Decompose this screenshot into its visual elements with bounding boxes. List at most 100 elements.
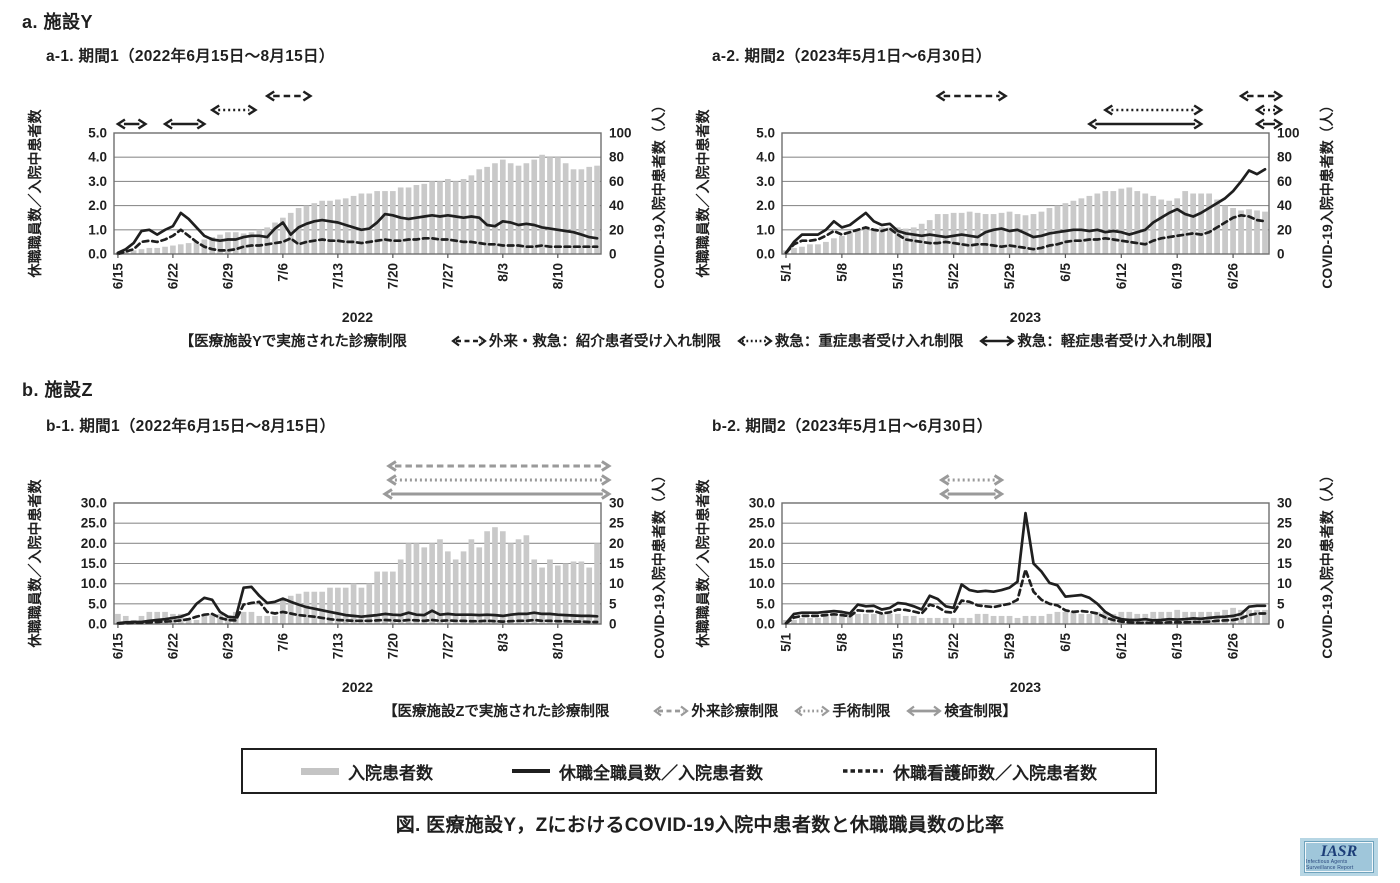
caption-y-item-severe: 救急：重症患者受け入れ制限 bbox=[736, 330, 963, 351]
year-label: 2022 bbox=[342, 309, 373, 325]
svg-text:20: 20 bbox=[1277, 222, 1292, 237]
restriction-arrow-dotted bbox=[386, 474, 612, 486]
svg-text:6/22: 6/22 bbox=[165, 263, 180, 289]
svg-text:100: 100 bbox=[609, 126, 632, 141]
svg-text:6/15: 6/15 bbox=[110, 263, 125, 290]
right-axis-title: COVID-19入院中患者数（人） bbox=[651, 98, 667, 289]
right-axis-title: COVID-19入院中患者数（人） bbox=[1319, 98, 1335, 289]
svg-text:6/12: 6/12 bbox=[1114, 633, 1129, 659]
svg-text:5.0: 5.0 bbox=[88, 126, 107, 141]
svg-text:8/10: 8/10 bbox=[550, 633, 565, 659]
svg-text:8/10: 8/10 bbox=[550, 263, 565, 289]
left-axis-title: 休職職員数／入院中患者数 bbox=[695, 479, 711, 649]
caption-label: 検査制限 bbox=[944, 704, 1003, 720]
caption-y-item-mild: 救急：軽症患者受け入れ制限 bbox=[979, 330, 1206, 351]
dotted-double-arrow-icon bbox=[736, 335, 773, 346]
svg-text:20: 20 bbox=[609, 536, 624, 551]
svg-text:7/6: 7/6 bbox=[275, 633, 290, 652]
facility-z-restrictions-caption: 【医療施設Zで実施された診療制限 外来診療制限 手術制限 検査制限 bbox=[0, 700, 1400, 721]
svg-text:6/15: 6/15 bbox=[110, 633, 125, 660]
svg-text:100: 100 bbox=[1277, 126, 1300, 141]
solid-double-arrow-icon bbox=[979, 335, 1016, 346]
svg-text:8/3: 8/3 bbox=[495, 633, 510, 652]
gray-bar-marker-icon bbox=[301, 767, 339, 775]
dashed-line-series bbox=[784, 568, 1267, 625]
svg-text:6/26: 6/26 bbox=[1226, 263, 1241, 290]
chart-a1-subtitle: a-1. 期間1（2022年6月15日～8月15日） bbox=[46, 48, 335, 65]
caption-z-item-outpatient: 外来診療制限 bbox=[653, 700, 778, 721]
svg-text:7/13: 7/13 bbox=[330, 633, 345, 660]
solid-line-series bbox=[784, 167, 1267, 255]
right-axis-title: COVID-19入院中患者数（人） bbox=[651, 468, 667, 659]
restriction-arrow-dashed bbox=[264, 90, 313, 102]
svg-text:40: 40 bbox=[609, 198, 624, 213]
svg-text:6/19: 6/19 bbox=[1170, 633, 1185, 659]
svg-text:20.0: 20.0 bbox=[749, 536, 775, 551]
chart-a2-subtitle: a-2. 期間2（2023年5月1日～6月30日） bbox=[712, 48, 992, 65]
caption-label: 手術制限 bbox=[832, 704, 891, 720]
svg-text:0.0: 0.0 bbox=[88, 617, 107, 632]
svg-text:7/6: 7/6 bbox=[275, 263, 290, 282]
svg-text:5.0: 5.0 bbox=[88, 596, 107, 611]
dashed-line-series bbox=[116, 600, 599, 625]
svg-text:20.0: 20.0 bbox=[81, 536, 107, 551]
svg-text:6/26: 6/26 bbox=[1226, 633, 1241, 660]
legend-item-inpatients: 入院患者数 bbox=[301, 759, 433, 784]
svg-text:80: 80 bbox=[609, 150, 624, 165]
svg-text:10: 10 bbox=[1277, 576, 1292, 591]
restriction-arrow-dashed bbox=[1238, 90, 1284, 102]
dashed-double-arrow-icon bbox=[653, 705, 690, 716]
svg-text:15.0: 15.0 bbox=[749, 556, 775, 571]
gridlines bbox=[782, 522, 1269, 605]
caption-z-item-testing: 検査制限 bbox=[906, 700, 1002, 721]
shared-legend: 入院患者数 休職全職員数／入院患者数 休職看護師数／入院患者数 bbox=[241, 748, 1157, 794]
svg-text:2.0: 2.0 bbox=[88, 198, 107, 213]
svg-text:6/5: 6/5 bbox=[1058, 633, 1073, 652]
svg-text:7/27: 7/27 bbox=[440, 633, 455, 659]
svg-text:5/15: 5/15 bbox=[890, 263, 905, 290]
iasr-logo-text: IASR bbox=[1320, 842, 1358, 860]
svg-text:0: 0 bbox=[1277, 617, 1285, 632]
svg-text:60: 60 bbox=[609, 174, 624, 189]
legend-label: 入院患者数 bbox=[348, 763, 433, 783]
legend-item-nurses: 休職看護師数／入院患者数 bbox=[842, 759, 1097, 784]
svg-text:15: 15 bbox=[609, 556, 625, 571]
restriction-arrow-dashed bbox=[386, 460, 612, 472]
chart-svg-a2: 0.0 1.0 2.0 3.0 4.0 5.0 0 20 40 60 80 100 5/1 5/8 5/15… bbox=[695, 90, 1335, 325]
section-b-title: b. 施設Z bbox=[22, 380, 93, 400]
svg-text:15.0: 15.0 bbox=[81, 556, 107, 571]
svg-text:5/29: 5/29 bbox=[1002, 263, 1017, 289]
iasr-logo: IASR Infectious Agents Surveillance Repo… bbox=[1300, 838, 1378, 876]
caption-label: 外来・救急：紹介患者受け入れ制限 bbox=[488, 334, 721, 350]
plot-border bbox=[113, 502, 602, 625]
right-axis-title: COVID-19入院中患者数（人） bbox=[1319, 468, 1335, 659]
facility-y-restrictions-caption: 【医療施設Yで実施された診療制限 外来・救急：紹介患者受け入れ制限 救急：重症患… bbox=[0, 330, 1400, 351]
svg-text:0: 0 bbox=[1277, 247, 1285, 262]
svg-text:25.0: 25.0 bbox=[749, 516, 775, 531]
svg-text:30: 30 bbox=[609, 496, 624, 511]
svg-text:5/22: 5/22 bbox=[946, 263, 961, 289]
solid-line-marker-icon bbox=[512, 769, 550, 773]
restriction-arrow-dotted bbox=[1103, 104, 1204, 116]
svg-text:5/8: 5/8 bbox=[834, 263, 849, 282]
svg-text:7/27: 7/27 bbox=[440, 263, 455, 289]
caption-y-suffix: 】 bbox=[1205, 334, 1221, 350]
axis-labels: 0.0 5.0 10.0 15.0 20.0 25.0 30.0 0 5 10 15 20 25 30 5/… bbox=[749, 496, 1293, 660]
dashed-double-arrow-icon bbox=[450, 335, 487, 346]
svg-text:7/20: 7/20 bbox=[385, 633, 400, 659]
iasr-logo-subtitle: Infectious Agents Surveillance Report bbox=[1306, 858, 1354, 871]
svg-text:5/29: 5/29 bbox=[1002, 633, 1017, 659]
dashed-line-series bbox=[116, 228, 599, 256]
svg-text:5: 5 bbox=[609, 596, 617, 611]
svg-text:5/15: 5/15 bbox=[890, 633, 905, 660]
chart-b2-subtitle: b-2. 期間2（2023年5月1日～6月30日） bbox=[712, 418, 993, 435]
svg-text:5/8: 5/8 bbox=[834, 633, 849, 652]
dotted-line-marker-icon bbox=[843, 769, 883, 773]
svg-text:0: 0 bbox=[609, 247, 617, 262]
svg-text:5/1: 5/1 bbox=[778, 633, 793, 652]
svg-text:1.0: 1.0 bbox=[88, 222, 107, 237]
restriction-arrow-solid bbox=[115, 118, 148, 130]
plot-border bbox=[781, 132, 1270, 255]
figure-title: 図. 医療施設Y，ZにおけるCOVID-19入院中患者数と休職職員数の比率 bbox=[395, 815, 1005, 836]
